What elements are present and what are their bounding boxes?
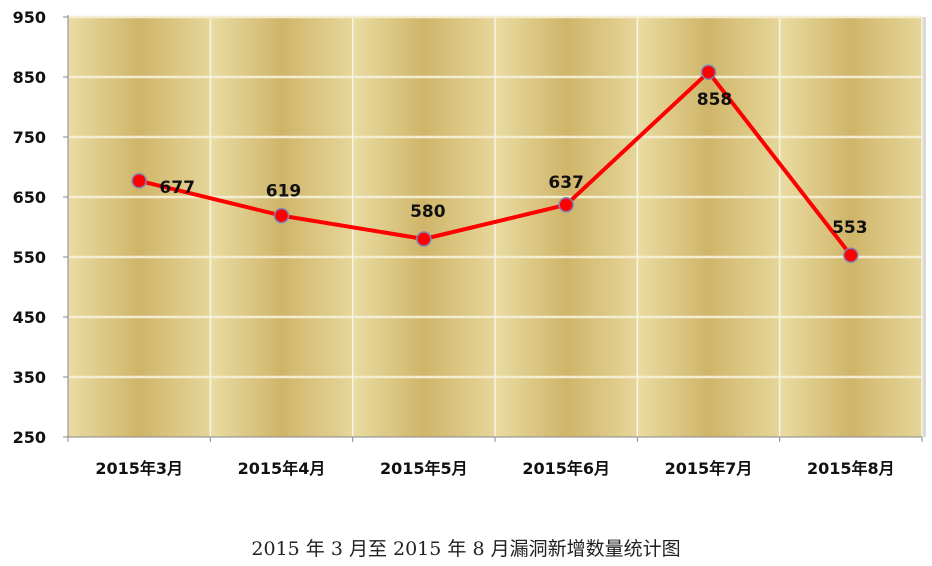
data-label: 637 bbox=[548, 173, 584, 193]
x-tick-label: 2015年4月 bbox=[238, 459, 326, 478]
data-point bbox=[700, 64, 717, 80]
data-points bbox=[131, 64, 859, 263]
y-tick-label: 950 bbox=[13, 8, 46, 27]
data-point bbox=[131, 173, 147, 189]
series-path bbox=[138, 70, 853, 257]
gridlines bbox=[68, 15, 923, 437]
y-tick-label: 250 bbox=[13, 428, 46, 447]
y-tick-label: 450 bbox=[13, 308, 46, 327]
data-label: 580 bbox=[410, 202, 446, 222]
x-tick-label: 2015年6月 bbox=[522, 459, 610, 478]
data-point bbox=[416, 231, 432, 247]
data-point bbox=[273, 207, 290, 224]
y-axis-ticks: 250 350 450 550 650 750 850 950 bbox=[13, 8, 68, 447]
plot-band bbox=[210, 17, 353, 437]
plot-background bbox=[68, 17, 926, 437]
plot-band bbox=[68, 17, 211, 437]
data-label: 619 bbox=[266, 182, 302, 202]
y-tick-label: 850 bbox=[13, 68, 46, 87]
data-label: 858 bbox=[697, 90, 733, 110]
x-tick-label: 2015年7月 bbox=[665, 459, 753, 478]
plot-band bbox=[637, 17, 780, 437]
data-label: 677 bbox=[159, 178, 195, 198]
plot-band bbox=[779, 17, 922, 437]
chart-caption: 2015 年 3 月至 2015 年 8 月漏洞新增数量统计图 bbox=[251, 538, 681, 560]
y-tick-label: 650 bbox=[13, 188, 46, 207]
y-tick-label: 750 bbox=[13, 128, 46, 147]
y-tick-label: 350 bbox=[13, 368, 46, 387]
data-point bbox=[843, 247, 859, 263]
series-line bbox=[138, 70, 853, 257]
data-label: 553 bbox=[832, 218, 868, 238]
y-tick-label: 550 bbox=[13, 248, 46, 267]
x-tick-label: 2015年5月 bbox=[380, 459, 468, 478]
data-labels: 677 619 580 637 858 553 bbox=[159, 90, 867, 238]
x-tick-label: 2015年3月 bbox=[95, 459, 183, 478]
plot-shadow bbox=[922, 17, 926, 437]
x-axis-ticks: 2015年3月 2015年4月 2015年5月 2015年6月 2015年7月 2015年… bbox=[67, 437, 923, 478]
plot-band bbox=[495, 17, 638, 437]
data-point bbox=[558, 197, 574, 213]
x-tick-label: 2015年8月 bbox=[807, 459, 895, 478]
